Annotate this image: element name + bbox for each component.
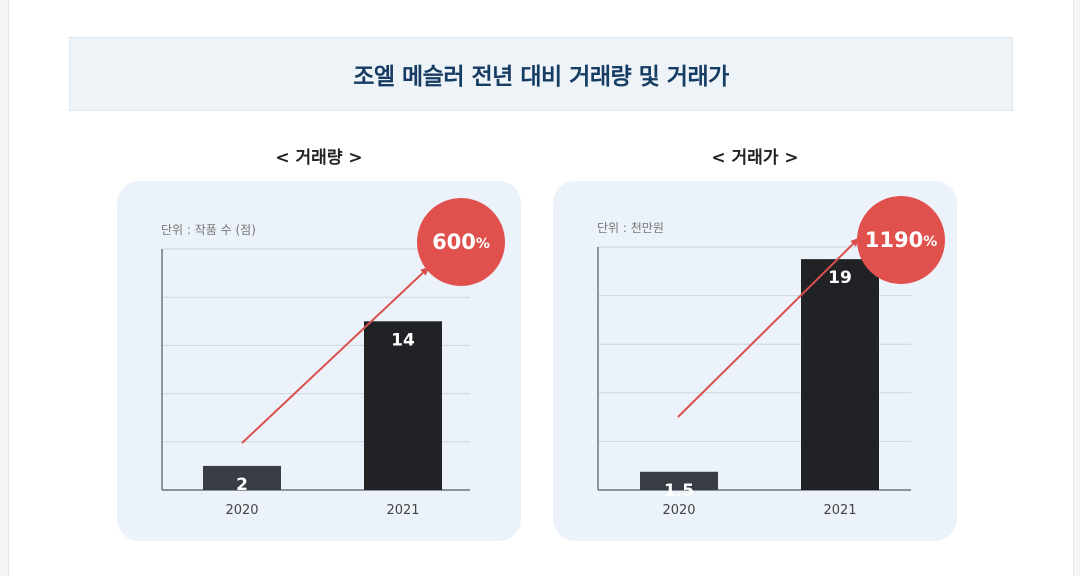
bar-value-label-price-2021: 19 — [828, 268, 852, 288]
volume-chart: 2 2020 14 2021 — [161, 248, 470, 518]
bar-volume-2021 — [364, 321, 442, 490]
growth-unit-price: % — [923, 234, 938, 250]
growth-arrow-price — [677, 237, 860, 418]
growth-badge-volume: 600% — [417, 198, 505, 286]
chart-panel-volume: 단위 : 작품 수 (점) 2 2020 14 2021 600% — [117, 181, 521, 541]
unit-label-price: 단위 : 천만원 — [597, 221, 664, 235]
bar-price-2021 — [801, 259, 879, 490]
x-tick-label-volume-2021: 2021 — [386, 503, 419, 518]
title-bar: 조엘 메슬러 전년 대비 거래량 및 거래가 — [69, 37, 1013, 111]
growth-badge-price: 1190% — [857, 196, 945, 284]
chart-title-price: < 거래가 > — [711, 148, 799, 168]
bar-value-label-price-2020: 1.5 — [664, 481, 694, 501]
x-tick-label-volume-2020: 2020 — [225, 503, 258, 518]
chart-panel-price: 단위 : 천만원 1.5 2020 19 2021 1190% — [553, 181, 957, 541]
growth-unit-volume: % — [475, 236, 490, 252]
page-title: 조엘 메슬러 전년 대비 거래량 및 거래가 — [353, 64, 729, 90]
bar-price-2020 — [640, 471, 718, 490]
chart-title-volume: < 거래량 > — [275, 148, 363, 168]
bar-volume-2020 — [203, 465, 281, 490]
x-tick-label-price-2021: 2021 — [823, 503, 856, 518]
page-container: 조엘 메슬러 전년 대비 거래량 및 거래가 < 거래량 > 단위 : 작품 수… — [8, 0, 1074, 576]
growth-value-price: 1190 — [864, 228, 924, 252]
x-tick-label-price-2020: 2020 — [662, 503, 695, 518]
growth-arrow-volume — [241, 266, 430, 444]
bar-value-label-volume-2021: 14 — [391, 330, 415, 350]
bar-value-label-volume-2020: 2 — [236, 475, 248, 495]
price-chart: 1.5 2020 19 2021 — [597, 237, 911, 518]
growth-value-volume: 600 — [432, 230, 476, 254]
unit-label-volume: 단위 : 작품 수 (점) — [161, 223, 256, 237]
